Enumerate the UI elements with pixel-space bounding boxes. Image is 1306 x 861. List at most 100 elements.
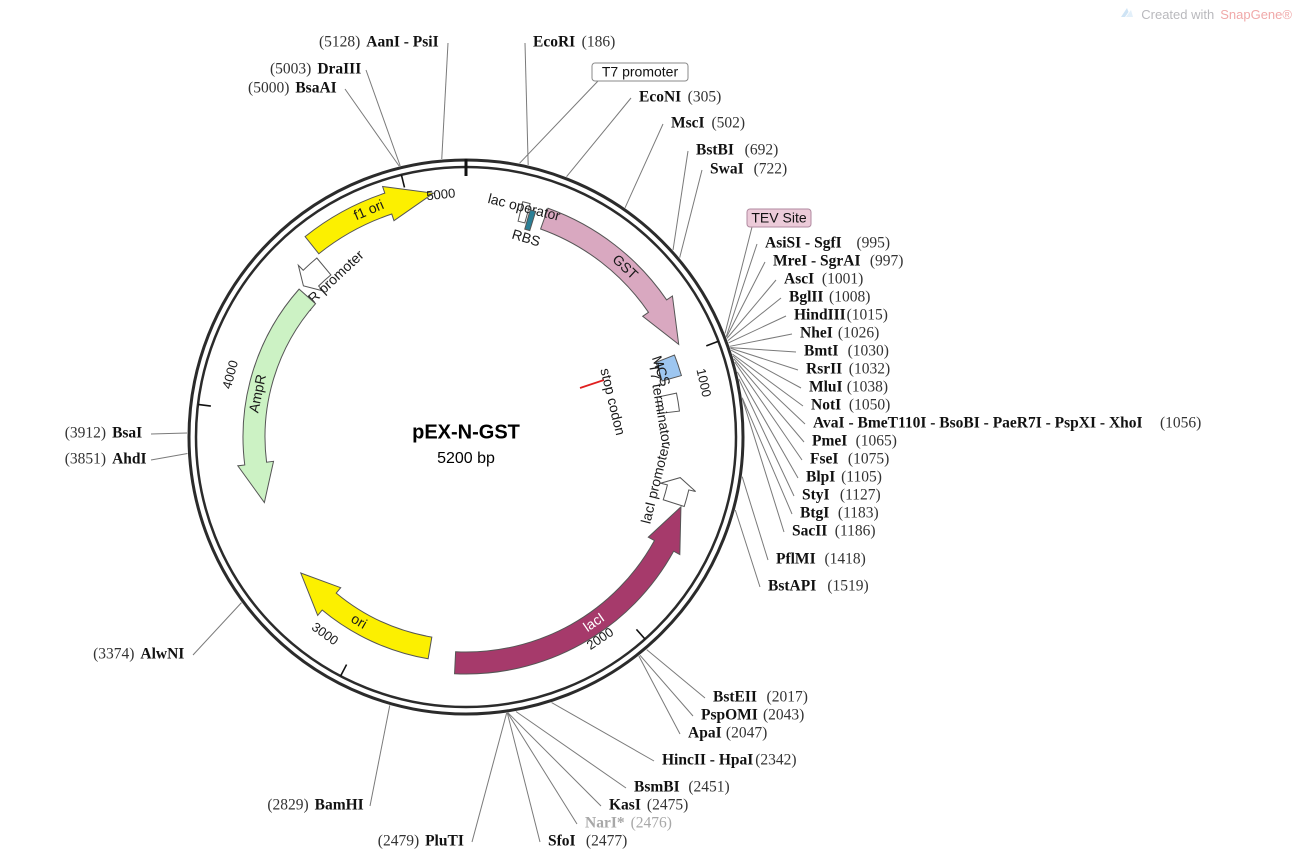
leader-line	[730, 349, 802, 389]
watermark-brand: SnapGene®	[1220, 7, 1292, 22]
feature-shape[interactable]	[517, 201, 531, 224]
site-name: EcoNI	[639, 89, 681, 106]
tick-mark	[339, 664, 348, 677]
feature-shape[interactable]	[297, 257, 332, 292]
site-name: BtgI	[800, 505, 829, 522]
feature-shape[interactable]	[304, 185, 435, 255]
site-position: (1008)	[829, 289, 870, 306]
feature-ori[interactable]: ori	[299, 572, 433, 660]
feature-shape[interactable]	[524, 209, 537, 232]
restriction-site[interactable]: (3374) AlwNI	[93, 646, 184, 663]
restriction-site[interactable]: (1008) BglII	[789, 289, 870, 306]
tick-label: 4000	[219, 359, 241, 391]
feature-shape[interactable]	[236, 288, 317, 504]
restriction-site[interactable]: (2477) SfoI	[548, 833, 627, 850]
leader-line	[732, 353, 804, 407]
restriction-site[interactable]: (1056) AvaI - BmeT110I - BsoBI - PaeR7I -…	[813, 415, 1201, 432]
restriction-site[interactable]: (305) EcoNI	[639, 89, 721, 106]
site-position: (5000)	[248, 80, 289, 97]
snapgene-watermark: Created with SnapGene®	[1119, 6, 1292, 23]
feature-lac-operator[interactable]: lac operator	[486, 190, 562, 224]
feature-gst[interactable]: GST	[539, 207, 680, 346]
restriction-site[interactable]: (1186) SacII	[792, 523, 876, 540]
leader-line	[730, 347, 799, 371]
restriction-site[interactable]: (1519) BstAPI	[768, 578, 869, 595]
feature-shape[interactable]	[454, 505, 682, 675]
badge-leader	[724, 226, 753, 334]
site-position: (2017)	[767, 689, 808, 706]
watermark-prefix: Created with	[1141, 7, 1215, 22]
feature-laci-promoter[interactable]: lacI promoter	[638, 442, 696, 525]
restriction-site[interactable]: (1065) PmeI	[812, 433, 897, 450]
feature-label: RBS	[510, 226, 542, 250]
restriction-site[interactable]: (1001) AscI	[784, 271, 863, 288]
restriction-site[interactable]: (2047)ApaI	[688, 725, 767, 742]
restriction-site[interactable]: (1050) NotI	[811, 397, 890, 414]
tick-mark	[706, 340, 719, 347]
restriction-site[interactable]: (2342)HincII - HpaI	[662, 752, 797, 769]
restriction-site[interactable]: (2451) BsmBI	[634, 779, 730, 796]
restriction-site[interactable]: (1030) BmtI	[804, 343, 889, 360]
badge-tev-site[interactable]: TEV Site	[746, 208, 812, 228]
feature-ampr[interactable]: AmpR	[236, 288, 317, 504]
restriction-site[interactable]: (997) MreI - SgrAI	[773, 253, 903, 270]
site-position: (3851)	[65, 451, 106, 468]
site-name: KasI	[609, 797, 641, 814]
site-name: BstAPI	[768, 578, 816, 595]
restriction-site[interactable]: (1105) BlpI	[806, 469, 882, 486]
leader-line	[734, 509, 761, 588]
site-name: FseI	[810, 451, 838, 468]
restriction-site[interactable]: (5003) DraIII	[270, 61, 361, 78]
feature-shape[interactable]	[656, 392, 680, 415]
feature-laci[interactable]: lacI	[454, 505, 682, 675]
restriction-site[interactable]: (1127) StyI	[802, 487, 881, 504]
restriction-site[interactable]: (2017) BstEII	[713, 689, 808, 706]
restriction-site[interactable]: (722) SwaI	[710, 161, 787, 178]
feature-shape[interactable]	[299, 572, 433, 660]
tick-label: 5000	[426, 185, 456, 203]
restriction-site[interactable]: (1183) BtgI	[800, 505, 879, 522]
restriction-site[interactable]: (186) EcoRI	[533, 34, 615, 51]
site-name: MluI	[809, 379, 843, 396]
feature-shape[interactable]	[539, 207, 680, 346]
site-name: PmeI	[812, 433, 847, 450]
site-position: (722)	[754, 161, 788, 178]
restriction-site[interactable]: (2829) BamHI	[267, 797, 363, 814]
restriction-site[interactable]: (1038)MluI	[809, 379, 888, 396]
restriction-site[interactable]: (2043) PspOMI	[701, 707, 804, 724]
restriction-site[interactable]: (692) BstBI	[696, 142, 778, 159]
restriction-site[interactable]: (502) MscI	[671, 115, 745, 132]
site-name: ApaI	[688, 725, 722, 742]
feature-f1-ori[interactable]: f1 ori	[304, 185, 435, 255]
feature-stop-codon[interactable]: stop codon	[579, 367, 629, 437]
restriction-site[interactable]: (2479) PluTI	[378, 833, 464, 850]
restriction-site[interactable]: (2476) NarI*	[585, 815, 672, 832]
site-name: BsmBI	[634, 779, 680, 796]
plasmid-backbone	[187, 158, 745, 716]
feature-rbs[interactable]: RBS	[510, 209, 542, 250]
tick-label: 1000	[693, 367, 714, 399]
restriction-site[interactable]: (3912) BsaI	[65, 425, 142, 442]
badge-label: TEV Site	[751, 210, 806, 226]
badge-box[interactable]	[746, 208, 812, 228]
restriction-site[interactable]: (1032) RsrII	[806, 361, 890, 378]
leader-line	[441, 42, 449, 160]
badge-box[interactable]	[591, 62, 689, 82]
restriction-site[interactable]: (1026) NheI	[800, 325, 879, 342]
site-name: MreI - SgrAI	[773, 253, 861, 270]
site-name: BmtI	[804, 343, 838, 360]
restriction-site[interactable]: (1418) PflMI	[776, 551, 866, 568]
feature-shape[interactable]	[658, 477, 696, 508]
badge-leader	[519, 80, 599, 164]
restriction-site[interactable]: (3851) AhdI	[65, 451, 147, 468]
restriction-site[interactable]: (1015)HindIII	[794, 307, 888, 324]
restriction-site[interactable]: (5000) BsaAI	[248, 80, 337, 97]
badge-t7-promoter[interactable]: T7 promoter	[591, 62, 689, 82]
feature-shape[interactable]	[655, 354, 683, 382]
restriction-site[interactable]: (1075) FseI	[810, 451, 889, 468]
restriction-site[interactable]: (995) AsiSI - SgfI	[765, 235, 890, 252]
site-position: (2047)	[726, 725, 767, 742]
restriction-site[interactable]: (2475) KasI	[609, 797, 688, 814]
restriction-site[interactable]: (5128) AanI - PsiI	[319, 34, 439, 51]
